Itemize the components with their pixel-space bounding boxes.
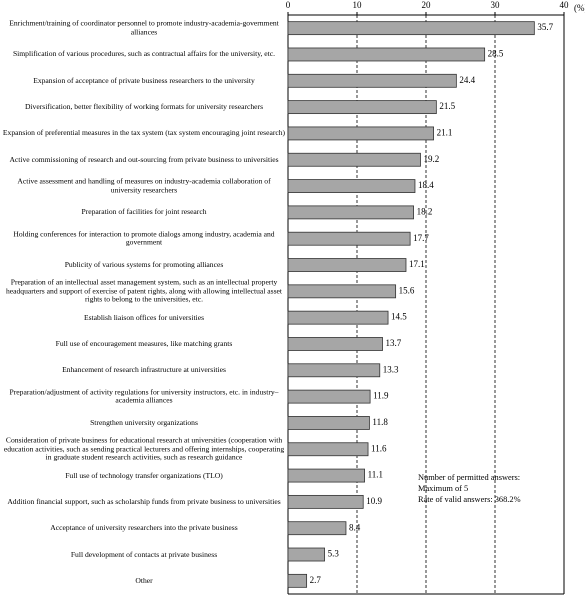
bar	[287, 231, 411, 246]
annotation: Number of permitted answers:	[418, 473, 521, 482]
value-label: 18.4	[418, 180, 434, 190]
y-tick-label: Full use of encouragement measures, like…	[55, 338, 233, 348]
bar	[287, 468, 365, 483]
value-label: 2.7	[310, 575, 322, 585]
bar	[287, 310, 389, 325]
value-label: 35.7	[537, 22, 553, 32]
bar	[287, 494, 364, 509]
y-tick-label: Full use of technology transfer organiza…	[65, 470, 223, 480]
y-tick-label: Active commissioning of research and out…	[9, 154, 279, 164]
value-label: 13.7	[386, 338, 402, 348]
bar	[287, 47, 486, 62]
value-label: 8.4	[349, 522, 361, 532]
y-tick-label: Establish liaison offices for universiti…	[83, 312, 205, 322]
value-label: 5.3	[328, 549, 340, 559]
value-label: 11.8	[372, 417, 388, 427]
value-label: 11.9	[373, 391, 389, 401]
y-tick-label: Addition financial support, such as scho…	[7, 496, 281, 506]
y-tick-label: Simplification of various procedures, su…	[12, 49, 276, 59]
y-tick-label: Enhancement of research infrastructure a…	[62, 365, 226, 375]
y-tick-label: Expansion of preferential measures in th…	[2, 128, 286, 138]
value-label: 15.6	[399, 285, 415, 295]
value-label: 17.1	[409, 259, 425, 269]
value-label: 10.9	[366, 496, 382, 506]
value-label: 19.2	[423, 154, 439, 164]
y-tick-label: Full development of contacts at private …	[70, 549, 218, 559]
bar	[287, 521, 347, 536]
y-tick-label: Publicity of various systems for promoti…	[64, 259, 224, 269]
bar	[287, 547, 325, 562]
bar	[287, 100, 437, 115]
bar	[287, 152, 421, 167]
value-label: 14.5	[391, 312, 407, 322]
y-tick-label: Holding conferences for interaction to p…	[13, 229, 275, 247]
x-tick-label: 20	[422, 0, 432, 10]
value-label: 21.5	[439, 101, 455, 111]
y-tick-label: Preparation/adjustment of activity regul…	[9, 387, 279, 405]
annotation: Rate of valid answers: 368.2%	[418, 495, 521, 504]
bar	[287, 258, 407, 272]
x-tick-label: 30	[491, 0, 501, 10]
y-tick-label: Expansion of acceptance of private busin…	[33, 75, 255, 85]
bar	[287, 21, 535, 36]
bar	[287, 73, 457, 88]
y-tick-label: Acceptance of university researchers int…	[50, 522, 238, 532]
bar	[287, 179, 416, 193]
x-axis-unit: (%)	[574, 3, 585, 13]
value-label: 11.6	[371, 443, 387, 453]
bar	[287, 284, 397, 299]
bar	[287, 416, 370, 430]
value-label: 18.2	[417, 206, 433, 216]
y-tick-label: Preparation of facilities for joint rese…	[81, 207, 207, 217]
y-tick-label: Preparation of an intellectual asset man…	[5, 277, 283, 304]
annotation: Maximum of 5	[418, 484, 469, 493]
bar	[287, 337, 383, 351]
bar	[287, 442, 369, 457]
value-label: 13.3	[383, 364, 399, 374]
bar	[287, 389, 371, 404]
bar	[287, 126, 434, 141]
x-tick-label: 40	[560, 0, 570, 10]
value-label: 21.1	[437, 127, 453, 137]
x-tick-label: 0	[286, 0, 291, 10]
y-tick-label: Diversification, better flexibility of w…	[24, 101, 264, 111]
y-tick-label: Consideration of private business for ed…	[3, 435, 285, 462]
value-label: 28.5	[488, 49, 504, 59]
y-tick-label: Active assessment and handling of measur…	[17, 176, 271, 195]
y-tick-label: Enrichment/training of coordinator perso…	[9, 18, 279, 37]
value-label: 11.1	[368, 470, 383, 480]
value-label: 17.7	[413, 233, 429, 243]
bar	[287, 205, 414, 220]
value-label: 24.4	[459, 75, 475, 85]
y-tick-label: Strengthen university organizations	[90, 417, 198, 427]
y-tick-label: Other	[135, 575, 153, 585]
bar	[287, 363, 381, 378]
x-tick-label: 10	[353, 0, 363, 10]
bar	[287, 573, 308, 588]
